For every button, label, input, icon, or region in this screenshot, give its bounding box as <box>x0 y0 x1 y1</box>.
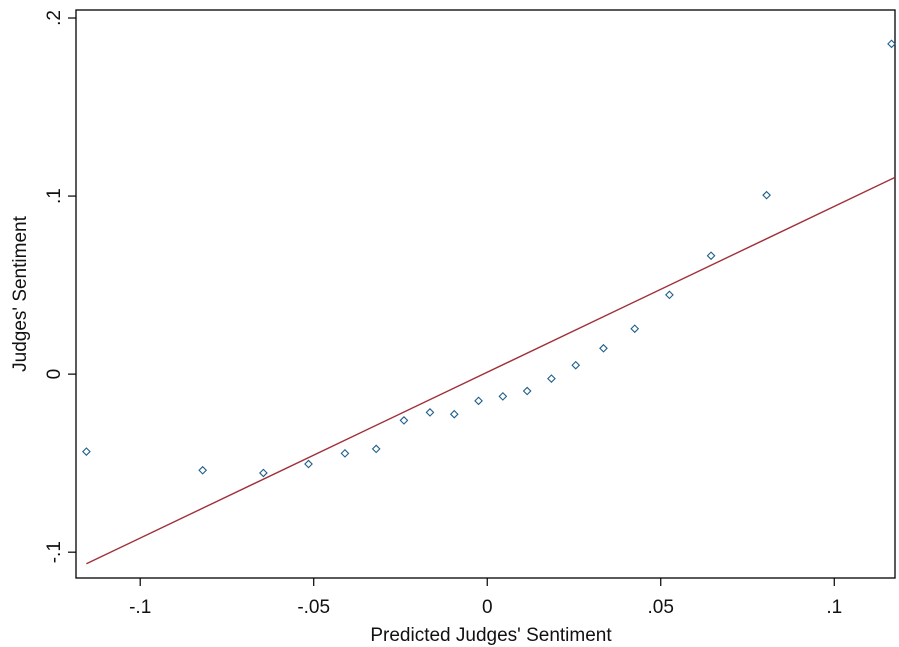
data-point <box>82 447 91 456</box>
data-point <box>198 465 208 475</box>
fit-line-layer <box>86 176 896 565</box>
data-point <box>887 39 896 49</box>
data-point <box>371 444 381 454</box>
data-point <box>474 396 483 406</box>
data-point <box>571 360 581 370</box>
x-axis-ticks: -.1 -.05 0 .05 .1 <box>129 578 842 618</box>
data-point <box>547 374 556 383</box>
data-point <box>630 324 640 334</box>
y-axis-label: Judges' Sentiment <box>10 215 31 371</box>
data-point <box>304 459 313 469</box>
y-tick-label: -.1 <box>44 541 65 563</box>
data-point <box>340 448 350 458</box>
x-tick-label: -.05 <box>297 597 330 618</box>
data-point <box>522 386 532 396</box>
data-point <box>599 343 608 353</box>
y-axis-ticks: -.1 0 .1 .2 <box>44 10 76 563</box>
data-point <box>665 290 674 300</box>
x-axis-label: Predicted Judges' Sentiment <box>370 625 612 646</box>
data-point <box>259 468 268 478</box>
x-tick-label: .1 <box>826 597 842 618</box>
data-point <box>399 416 409 425</box>
x-tick-label: 0 <box>482 597 493 618</box>
data-point <box>498 392 508 401</box>
x-tick-label: .05 <box>648 597 674 618</box>
data-point <box>449 409 459 419</box>
y-tick-label: 0 <box>44 369 65 380</box>
data-point <box>706 251 716 261</box>
plot-area <box>75 9 896 579</box>
data-point <box>762 190 771 200</box>
fit-line <box>86 176 896 565</box>
data-points-layer <box>82 39 896 478</box>
y-tick-label: .2 <box>44 10 65 26</box>
y-tick-label: .1 <box>44 188 65 204</box>
x-tick-label: -.1 <box>129 597 151 618</box>
data-point <box>425 408 435 417</box>
